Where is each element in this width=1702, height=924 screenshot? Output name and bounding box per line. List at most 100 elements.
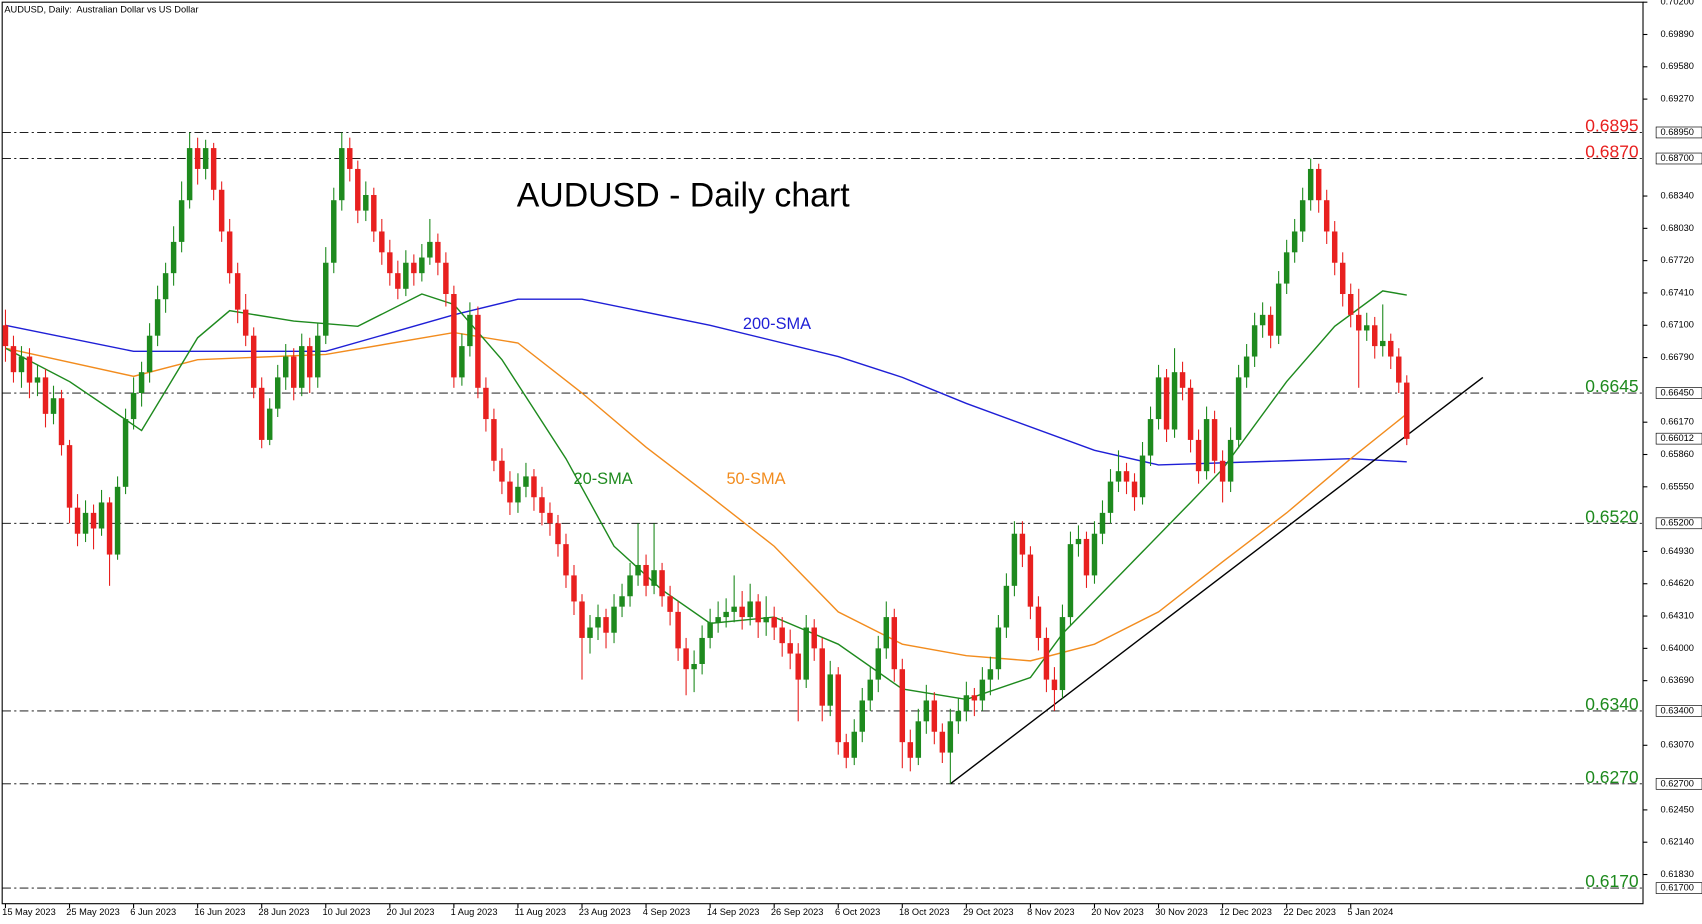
candle-body xyxy=(339,148,345,201)
candle-body xyxy=(1219,460,1226,482)
candle-body xyxy=(10,346,17,373)
level-label: 0.6645 xyxy=(1585,376,1638,396)
candle-body xyxy=(291,356,297,388)
y-tick-label: 0.67410 xyxy=(1660,287,1693,297)
candle-body xyxy=(1195,439,1202,472)
candle-body xyxy=(1131,481,1138,498)
candle-body xyxy=(611,606,617,633)
candle-body xyxy=(315,335,321,378)
x-tick-label: 1 Aug 2023 xyxy=(451,907,498,917)
candle-body xyxy=(58,398,65,446)
candle-body xyxy=(1331,231,1338,263)
candle-body xyxy=(963,695,970,711)
y-tick-label: 0.69580 xyxy=(1660,61,1693,71)
level-axis-box xyxy=(1655,387,1702,399)
level-axis-box xyxy=(1655,152,1702,165)
candle-body xyxy=(1027,554,1034,607)
candle-body xyxy=(483,387,489,420)
y-tick-label: 0.66790 xyxy=(1660,352,1693,362)
sma-line xyxy=(5,298,1407,466)
candle-body xyxy=(995,627,1002,670)
x-tick-label: 6 Oct 2023 xyxy=(835,907,880,917)
y-tick-label: 0.67100 xyxy=(1660,320,1693,330)
candle-body xyxy=(787,643,793,654)
x-tick-label: 10 Jul 2023 xyxy=(322,907,370,917)
candle-body xyxy=(563,544,569,576)
candle-body xyxy=(1307,168,1314,201)
candle-body xyxy=(1019,533,1026,555)
candle-body xyxy=(435,241,441,263)
y-tick-label: 0.64310 xyxy=(1660,611,1693,621)
y-tick-label: 0.63070 xyxy=(1660,740,1693,750)
y-tick-label: 0.70200 xyxy=(1660,0,1693,7)
candle-body xyxy=(1115,471,1122,482)
candle-body xyxy=(146,335,153,373)
level-axis-label: 0.61700 xyxy=(1660,883,1693,893)
candle-body xyxy=(162,273,169,300)
candle-body xyxy=(2,325,9,347)
candle-body xyxy=(1404,382,1410,439)
candle-body xyxy=(274,377,281,409)
candle-body xyxy=(643,564,649,586)
sma-label: 50-SMA xyxy=(726,470,785,488)
candle-body xyxy=(1011,533,1018,586)
chart-title: AUDUSD, Daily: Australian Dollar vs US D… xyxy=(4,4,198,14)
candle-body xyxy=(459,346,465,378)
candle-body xyxy=(427,241,433,258)
candle-body xyxy=(34,377,41,383)
candle-body xyxy=(66,445,73,508)
candle-body xyxy=(1396,356,1402,383)
candle-body xyxy=(947,721,954,753)
x-tick-label: 20 Jul 2023 xyxy=(387,907,435,917)
candle-body xyxy=(979,679,986,701)
candle-body xyxy=(1227,439,1234,482)
candle-body xyxy=(635,564,641,576)
candle-body xyxy=(579,601,585,638)
candle-body xyxy=(619,596,625,607)
candle-body xyxy=(1043,637,1050,680)
candle-body xyxy=(1355,314,1362,331)
candle-body xyxy=(683,648,689,670)
sma-label: 20-SMA xyxy=(574,470,633,488)
candle-body xyxy=(323,262,329,336)
x-tick-label: 18 Oct 2023 xyxy=(899,907,949,917)
y-tick-label: 0.65550 xyxy=(1660,481,1693,491)
candle-body xyxy=(258,387,265,440)
candle-body xyxy=(307,346,313,378)
y-tick-label: 0.61830 xyxy=(1660,869,1693,879)
level-axis-box xyxy=(1655,778,1702,790)
level-label: 0.6170 xyxy=(1585,871,1639,891)
candle-body xyxy=(1211,419,1218,461)
candle-body xyxy=(923,700,930,722)
candle-body xyxy=(571,575,577,602)
candle-body xyxy=(827,674,833,706)
x-tick-label: 16 Jun 2023 xyxy=(194,907,245,917)
candle-body xyxy=(1083,538,1090,576)
candle-body xyxy=(202,148,209,169)
candle-body xyxy=(1259,314,1266,326)
candle-body xyxy=(843,742,849,758)
candle-body xyxy=(138,372,145,394)
candle-body xyxy=(355,168,361,211)
candle-body xyxy=(1339,262,1346,295)
candle-body xyxy=(659,570,665,597)
candle-body xyxy=(587,627,593,638)
y-tick-label: 0.64000 xyxy=(1660,643,1693,653)
level-axis-label: 0.68700 xyxy=(1660,153,1693,163)
candle-body xyxy=(1075,538,1082,545)
candle-body xyxy=(499,460,505,482)
x-tick-label: 8 Nov 2023 xyxy=(1027,907,1074,917)
candle-body xyxy=(1372,325,1378,347)
candle-body xyxy=(675,611,681,649)
candle-body xyxy=(98,502,105,529)
candle-body xyxy=(1203,419,1210,472)
candle-body xyxy=(122,419,129,487)
level-label: 0.6870 xyxy=(1585,142,1639,162)
candle-body xyxy=(210,148,217,190)
level-axis-label: 0.65200 xyxy=(1660,518,1693,528)
x-tick-label: 28 Jun 2023 xyxy=(258,907,309,917)
candle-body xyxy=(1051,679,1058,691)
candle-body xyxy=(523,476,529,487)
candle-body xyxy=(218,189,225,232)
